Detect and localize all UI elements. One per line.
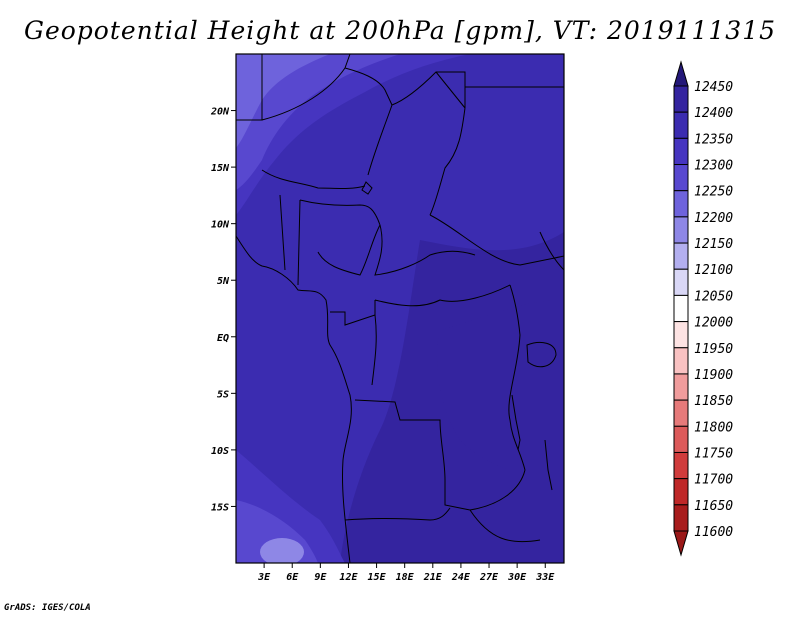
colorbar-label: 12050 (694, 289, 733, 304)
lat-tick-label: 5S (217, 389, 229, 400)
field-band-12150 (236, 54, 330, 148)
lat-tick-label: 15N (211, 163, 230, 174)
lat-tick-label: EQ (217, 333, 229, 344)
latitude-ticks: 20N 15N 10N 5N EQ 5S 10S 15S (210, 107, 236, 513)
lake-victoria (526, 342, 557, 368)
border-nigeria-cameroon (317, 224, 381, 276)
border-zambia-angola (444, 480, 471, 511)
lon-tick-label: 27E (479, 572, 499, 583)
colorbar-bottom-arrow (673, 530, 689, 557)
colorbar-swatch (673, 242, 689, 270)
colorbar-label: 12100 (694, 263, 733, 278)
colorbar-label: 12350 (694, 132, 733, 147)
colorbar-swatch (673, 190, 689, 218)
lon-tick-label: 3E (257, 572, 271, 583)
colorbar-swatch (673, 216, 689, 244)
colorbar-label: 12300 (694, 159, 733, 174)
colorbar-label: 11750 (694, 446, 733, 461)
colorbar-swatch (673, 137, 689, 166)
colorbar-swatch (673, 294, 689, 323)
colorbar-label: 11600 (694, 525, 733, 540)
border-mali-niger (261, 169, 366, 189)
border-chad-car (374, 224, 476, 276)
colorbar-top-arrow (673, 60, 689, 87)
colorbar-swatch (673, 399, 689, 427)
border-algeria-mali (261, 54, 351, 121)
colorbar-label: 12150 (694, 237, 733, 252)
colorbar-swatch (673, 321, 689, 349)
border-angola-namibia (344, 507, 451, 521)
border-niger-chad (367, 104, 393, 176)
border-car-drc (374, 284, 511, 307)
border-nigeria-niger (299, 199, 381, 226)
colorbar-label: 11650 (694, 499, 733, 514)
colorbar-swatch (673, 451, 689, 480)
colorbar-swatch (673, 478, 689, 506)
lat-tick-label: 5N (217, 276, 230, 287)
colorbar-swatch (673, 504, 689, 532)
lon-tick-label: 24E (451, 572, 471, 583)
longitude-ticks: 3E 6E 9E 12E 15E 18E 21E 24E 27E 30E 33E (257, 563, 555, 583)
coastline-west-africa (236, 235, 352, 563)
lon-tick-label: 9E (314, 572, 327, 583)
colorbar-label: 12400 (694, 106, 733, 121)
lon-tick-label: 15E (368, 572, 387, 583)
lake-malawi (544, 439, 553, 491)
border-drc-tanzania (508, 334, 526, 471)
colorbar-label: 12200 (694, 211, 733, 226)
border-cameroon-congo (330, 300, 376, 326)
colorbar-label: 11800 (694, 420, 733, 435)
lat-tick-label: 10S (211, 446, 229, 457)
colorbar-label: 11950 (694, 342, 733, 357)
colorbar-label: 11850 (694, 394, 733, 409)
lon-tick-label: 18E (396, 572, 415, 583)
colorbar-swatch (673, 85, 689, 113)
lon-tick-label: 12E (339, 572, 358, 583)
colorbar-label: 12000 (694, 316, 733, 331)
lat-tick-label: 15S (211, 502, 229, 513)
lon-tick-label: 6E (286, 572, 299, 583)
lake-chad (361, 181, 373, 195)
border-ethiopia (539, 231, 564, 271)
border-congo-drc (371, 314, 377, 386)
colorbar-swatch (673, 111, 689, 139)
field-low-spot (260, 538, 304, 563)
lat-tick-label: 20N (210, 107, 230, 118)
colorbar-swatch (673, 425, 689, 453)
colorbar-swatch (673, 268, 689, 296)
border-libya-chad (435, 71, 466, 109)
country-borders (236, 54, 564, 563)
border-zimbabwe (469, 509, 541, 543)
colorbar: 12450 12400 12350 12300 12250 12200 12150 12100… (673, 60, 733, 557)
grads-credit: GrADS: IGES/COLA (4, 603, 91, 613)
border-sudan-south-sudan (429, 214, 564, 266)
lat-tick-label: 10N (211, 220, 230, 231)
colorbar-swatch (673, 373, 689, 401)
lake-tanganyika (511, 394, 521, 451)
chart-title: Geopotential Height at 200hPa [gpm], VT:… (23, 16, 777, 45)
map-frame (235, 53, 565, 564)
border-benin-togo (279, 194, 301, 286)
colorbar-label: 11900 (694, 368, 733, 383)
border-chad-sudan (429, 107, 466, 216)
colorbar-swatch (673, 347, 689, 375)
colorbar-label: 12450 (694, 80, 733, 95)
border-zambia-east (469, 469, 526, 511)
colorbar-swatch (673, 164, 689, 192)
border-drc-angola (354, 399, 446, 481)
border-drc-uganda (509, 284, 521, 336)
colorbar-label: 11700 (694, 473, 733, 488)
lon-tick-label: 30E (507, 572, 527, 583)
border-algeria-niger (344, 67, 393, 106)
field-band-12200 (236, 54, 400, 190)
height-field (236, 54, 564, 563)
lon-tick-label: 21E (423, 572, 443, 583)
colorbar-label: 12250 (694, 185, 733, 200)
lon-tick-label: 33E (535, 572, 555, 583)
